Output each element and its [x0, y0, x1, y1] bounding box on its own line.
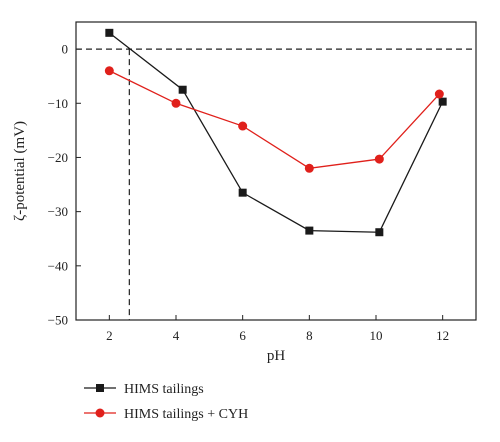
y-tick-label: 0: [62, 42, 69, 57]
y-tick-label: −40: [48, 258, 68, 273]
series-2-point: [434, 89, 444, 99]
x-axis-title: pH: [267, 348, 286, 364]
legend-label-1: HIMS tailings: [124, 382, 204, 397]
y-axis-title: ζ-potential (mV): [12, 121, 28, 221]
legend-label-2: HIMS tailings + CYH: [124, 407, 248, 422]
series-2-point: [104, 66, 114, 76]
y-tick-label: −50: [48, 313, 68, 328]
reference-lines: [76, 48, 476, 320]
series-2-point: [238, 121, 248, 131]
series-1-point: [375, 228, 384, 237]
series-1-point: [105, 28, 114, 37]
series-line-2: [109, 70, 440, 169]
y-tick-label: −20: [48, 150, 68, 165]
series-2-point: [374, 154, 384, 164]
series-1-point: [178, 85, 187, 94]
series-2-point: [304, 163, 314, 173]
x-tick-label: 6: [239, 328, 246, 343]
series-group: [104, 28, 447, 237]
series-1-point: [438, 97, 447, 106]
series-line-1: [108, 32, 444, 233]
legend: HIMS tailings HIMS tailings + CYH: [84, 382, 248, 422]
x-tick-label: 8: [306, 328, 313, 343]
series-1-point: [305, 226, 314, 235]
series-1-point: [238, 188, 247, 197]
legend-marker-2: [95, 408, 105, 418]
legend-marker-1: [96, 384, 104, 392]
y-tick-label: −10: [48, 96, 68, 111]
series-2-point: [171, 98, 181, 108]
x-tick-label: 12: [436, 328, 449, 343]
plot-frame: [75, 21, 477, 321]
x-tick-label: 4: [173, 328, 180, 343]
axis-ticks: 2 4 6 8 10 12 0 −10 −20 −30 −40 −50: [48, 42, 450, 343]
x-tick-label: 2: [106, 328, 113, 343]
y-tick-label: −30: [48, 204, 68, 219]
x-tick-label: 10: [370, 328, 383, 343]
